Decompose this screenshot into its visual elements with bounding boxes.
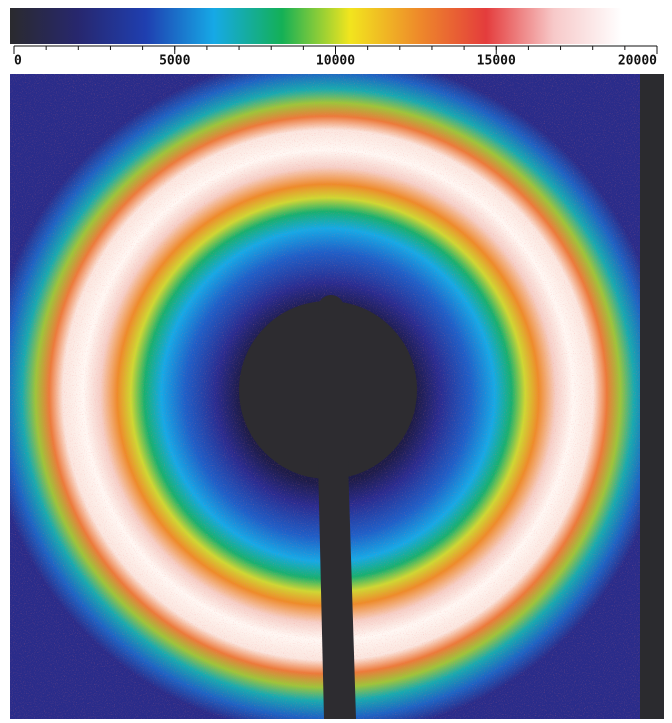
tick-label: 20000 bbox=[618, 54, 657, 69]
tick-label: 15000 bbox=[477, 54, 516, 69]
colorbar: 0 5000 10000 15000 20000 bbox=[10, 8, 658, 69]
colorbar-gradient bbox=[10, 8, 622, 44]
tick-label: 0 bbox=[14, 54, 22, 69]
beam-stop bbox=[239, 301, 417, 479]
tick-label: 10000 bbox=[316, 54, 355, 69]
beam-stop-tip bbox=[318, 295, 344, 321]
tick-label: 5000 bbox=[159, 54, 190, 69]
diffraction-image bbox=[10, 74, 664, 719]
beam-stop-arm bbox=[318, 460, 356, 719]
detector-edge bbox=[640, 74, 664, 719]
